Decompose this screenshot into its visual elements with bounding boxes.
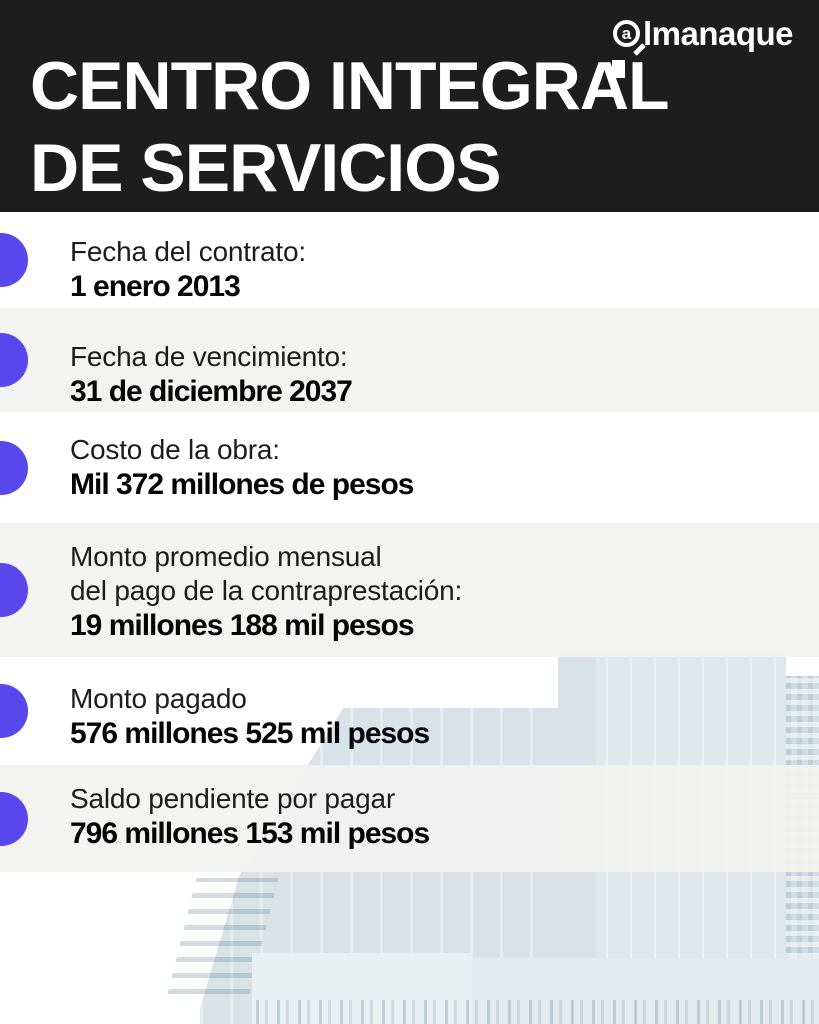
list-item: Fecha de vencimiento: 31 de diciembre 20… (0, 308, 819, 412)
bullet-icon (0, 440, 28, 495)
item-label: Costo de la obra: (70, 434, 280, 465)
bullet-icon (0, 333, 28, 387)
magnifier-icon: a (612, 20, 646, 56)
logo-letter-a: a (621, 24, 632, 43)
building-block-foreground-2 (472, 958, 819, 1024)
bullet-icon (0, 791, 28, 846)
item-label: Monto pagado (70, 683, 247, 714)
bullet-icon (0, 684, 28, 738)
list-item: Costo de la obra: Mil 372 millones de pe… (0, 412, 819, 523)
bullet-icon (0, 233, 28, 287)
list-item: Saldo pendiente por pagar 796 millones 1… (0, 765, 819, 872)
page-title: CENTRO INTEGRAL DE SERVICIOS (0, 0, 819, 209)
magnifier-circle: a (612, 20, 640, 47)
item-label: Saldo pendiente por pagar (70, 783, 396, 814)
item-label: Fecha del contrato: (70, 236, 306, 267)
items-list: Fecha del contrato: 1 enero 2013 Fecha d… (0, 212, 819, 872)
almanaque-logo: a lmanaque (612, 15, 794, 56)
page-title-line-1: CENTRO INTEGRAL (30, 48, 670, 124)
logo-text: lmanaque (642, 15, 794, 52)
header: a lmanaque CENTRO INTEGRAL DE SERVICIOS (0, 0, 819, 212)
crowd-silhouettes (256, 1000, 819, 1024)
bullet-icon (0, 563, 28, 617)
item-label: del pago de la contraprestación: (70, 575, 463, 606)
page-title-line-2: DE SERVICIOS (30, 130, 501, 206)
item-value: Mil 372 millones de pesos (70, 468, 414, 501)
list-item: Monto promedio mensual del pago de la co… (0, 523, 819, 657)
item-value: 576 millones 525 mil pesos (70, 717, 430, 750)
logo-square-decor (612, 60, 625, 78)
item-label: Monto promedio mensual (70, 541, 382, 572)
item-value: 31 de diciembre 2037 (70, 375, 353, 408)
list-item: Fecha del contrato: 1 enero 2013 (0, 212, 819, 308)
item-value: 796 millones 153 mil pesos (70, 817, 430, 850)
item-value: 1 enero 2013 (70, 270, 241, 303)
list-item: Monto pagado 576 millones 525 mil pesos (0, 657, 819, 765)
building-block-foreground (252, 953, 472, 1024)
item-value: 19 millones 188 mil pesos (70, 609, 415, 642)
item-label: Fecha de vencimiento: (70, 341, 348, 372)
